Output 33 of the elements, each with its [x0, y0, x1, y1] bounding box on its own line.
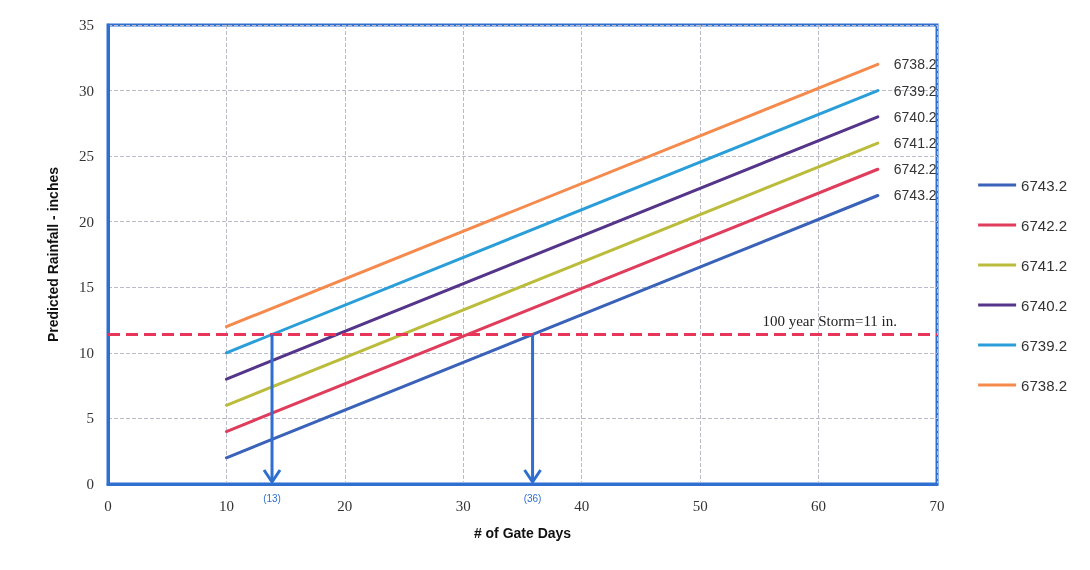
- y-tick-label: 35: [79, 17, 94, 33]
- y-tick-label: 0: [86, 476, 94, 492]
- y-tick-label: 25: [79, 148, 94, 165]
- x-axis-title: # of Gate Days: [473, 525, 572, 541]
- legend-label: 6742.2: [1021, 216, 1068, 234]
- x-tick-label: 50: [692, 497, 708, 514]
- y-tick-label: 10: [79, 344, 94, 361]
- annotation: (13): [263, 493, 281, 504]
- x-tick-label: 60: [811, 497, 827, 514]
- y-axis-title: Predicted Rainfall - inches: [45, 166, 61, 343]
- x-tick-label: 10: [218, 497, 234, 514]
- x-tick-label: 70: [929, 497, 945, 514]
- ref-line-label: 100 year Storm=11 in.: [762, 313, 897, 329]
- legend-label: 6739.2: [1021, 336, 1068, 354]
- text: 6742.2: [893, 161, 937, 178]
- legend-label: 6740.2: [1021, 296, 1068, 314]
- y-tick-label: 15: [79, 279, 94, 296]
- x-tick-label: 30: [455, 497, 471, 514]
- text: 6739.2: [893, 82, 937, 99]
- x-tick-label: 0: [104, 497, 112, 514]
- x-tick-label: 40: [574, 497, 590, 514]
- text: 6741.2: [893, 135, 937, 152]
- y-tick-label: 20: [79, 213, 94, 230]
- legend-label: 6738.2: [1021, 376, 1068, 394]
- text: 6740.2: [893, 108, 937, 125]
- annotation: (36): [523, 493, 542, 504]
- text: 6738.2: [893, 56, 937, 73]
- legend-label: 6741.2: [1021, 256, 1068, 274]
- x-tick-label: 20: [337, 497, 353, 514]
- y-tick-label: 5: [86, 410, 94, 427]
- legend-label: 6743.2: [1021, 176, 1068, 194]
- text: 6743.2: [893, 187, 937, 204]
- y-tick-label: 30: [79, 82, 94, 99]
